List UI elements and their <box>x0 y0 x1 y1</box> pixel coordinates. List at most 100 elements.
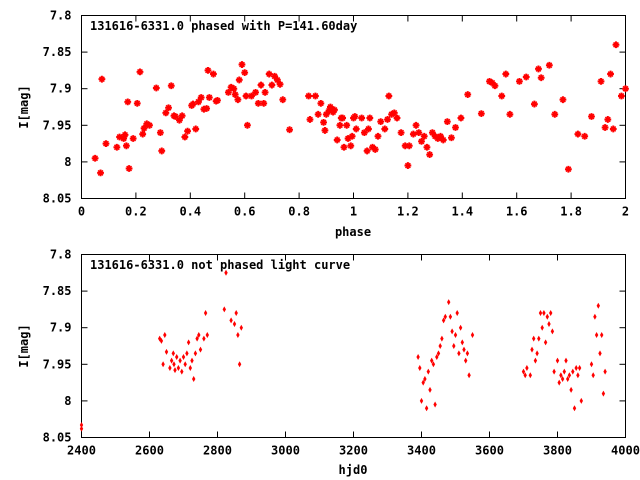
unphased-data-point <box>239 324 243 331</box>
unphased-data-point <box>542 310 546 317</box>
phased-data-point <box>319 118 328 127</box>
unphased-data-point <box>557 379 561 386</box>
phased-data-point <box>350 112 359 121</box>
unphased-y-tick-label: 7.95 <box>43 357 72 371</box>
unphased-data-point <box>229 317 233 324</box>
phased-data-point <box>121 130 130 139</box>
unphased-data-point <box>175 353 179 360</box>
phased-data-point <box>123 97 132 106</box>
phased-data-point <box>304 92 313 101</box>
phased-data-point <box>522 72 531 81</box>
unphased-data-point <box>169 357 174 364</box>
unphased-y-tick-label: 8 <box>64 394 71 408</box>
unphased-y-tick-label: 7.8 <box>50 248 72 262</box>
phased-data-point <box>373 132 382 141</box>
unphased-data-point <box>594 332 599 339</box>
unphased-data-point <box>438 343 442 349</box>
unphased-data-point <box>460 339 464 346</box>
unphased-data-point <box>598 350 602 357</box>
phased-x-tick-label: 1.8 <box>560 205 582 219</box>
phased-x-tick-label: 1.4 <box>451 205 473 219</box>
phased-data-point <box>380 124 389 133</box>
phased-data-point <box>515 77 524 86</box>
unphased-data-point <box>168 364 172 371</box>
unphased-data-point <box>192 375 196 382</box>
phased-data-point <box>330 105 339 114</box>
unphased-data-point <box>589 361 594 368</box>
unphased-y-tick-label: 8.05 <box>43 431 72 445</box>
phased-x-tick-label: 0 <box>78 205 85 219</box>
phased-data-point <box>320 126 329 135</box>
unphased-data-point <box>470 332 475 339</box>
phased-data-point <box>235 75 244 84</box>
phased-data-point <box>580 132 589 141</box>
unphased-x-tick-label: 2800 <box>203 444 232 458</box>
unphased-data-point <box>535 350 539 357</box>
phased-data-point <box>348 132 357 141</box>
phased-data-point <box>501 70 510 79</box>
phased-data-point <box>534 64 543 73</box>
unphased-data-point <box>467 372 471 379</box>
unphased-data-point <box>433 401 437 408</box>
phased-x-tick-label: 0.2 <box>125 205 147 219</box>
unphased-data-point <box>450 328 454 335</box>
unphased-data-point <box>171 350 175 357</box>
unphased-data-point <box>540 324 544 331</box>
unphased-data-point <box>202 335 206 342</box>
phased-data-point <box>278 95 287 104</box>
phased-y-tick-label: 7.85 <box>43 45 72 59</box>
unphased-data-point <box>237 361 242 368</box>
phased-data-point <box>129 134 138 143</box>
phased-data-point <box>456 113 465 122</box>
phased-data-point <box>451 123 460 132</box>
phased-y-tick-label: 7.9 <box>50 82 72 96</box>
phased-data-point <box>425 150 434 159</box>
phased-data-point <box>412 121 421 130</box>
unphased-data-point <box>545 313 549 320</box>
phased-y-tick-label: 7.8 <box>50 9 72 23</box>
phased-x-tick-label: 0.8 <box>288 205 310 219</box>
phased-data-point <box>267 81 276 90</box>
phased-data-point <box>384 92 393 101</box>
phased-data-point <box>338 113 347 122</box>
phased-data-point <box>259 99 268 108</box>
unphased-x-axis-title: hjd0 <box>339 463 368 477</box>
unphased-x-tick-label: 3400 <box>407 444 436 458</box>
phased-data-point <box>125 164 134 173</box>
phased-data-point <box>285 125 294 134</box>
phased-x-tick-label: 1.2 <box>397 205 419 219</box>
unphased-data-point <box>193 350 198 357</box>
phased-data-point <box>505 110 514 119</box>
phased-data-point <box>545 61 554 70</box>
unphased-data-point <box>569 386 573 393</box>
phased-data-point <box>405 141 414 150</box>
phased-data-point <box>152 83 161 92</box>
phased-data-point <box>305 115 314 124</box>
unphased-data-point <box>203 310 208 317</box>
unphased-data-point <box>79 425 84 432</box>
phased-y-tick-label: 8 <box>64 155 71 169</box>
unphased-data-point <box>418 364 422 371</box>
phased-y-tick-label: 8.05 <box>43 192 72 206</box>
phased-data-point <box>530 100 539 109</box>
unphased-x-ticks: 2400 2600 2800 3000 3200 3400 3600 3800 4000 <box>67 254 640 458</box>
phased-data-point <box>183 127 192 136</box>
phased-data-point <box>443 117 452 126</box>
unphased-points <box>79 269 607 432</box>
phased-data-point <box>240 68 249 77</box>
unphased-x-tick-label: 2400 <box>67 444 96 458</box>
phased-data-point <box>180 133 189 142</box>
phased-data-point <box>357 113 366 122</box>
unphased-data-point <box>574 364 578 371</box>
phased-data-point <box>342 121 351 130</box>
phased-data-point <box>229 84 238 93</box>
phased-data-point <box>138 130 147 139</box>
unphased-data-point <box>593 313 597 320</box>
phased-data-point <box>364 124 373 133</box>
unphased-data-point <box>603 368 607 375</box>
unphased-x-tick-label: 3000 <box>271 444 300 458</box>
phased-data-point <box>203 66 212 75</box>
phased-y-ticks: 7.8 7.85 7.9 7.95 8 8.05 <box>43 9 626 206</box>
unphased-data-point <box>440 335 444 342</box>
